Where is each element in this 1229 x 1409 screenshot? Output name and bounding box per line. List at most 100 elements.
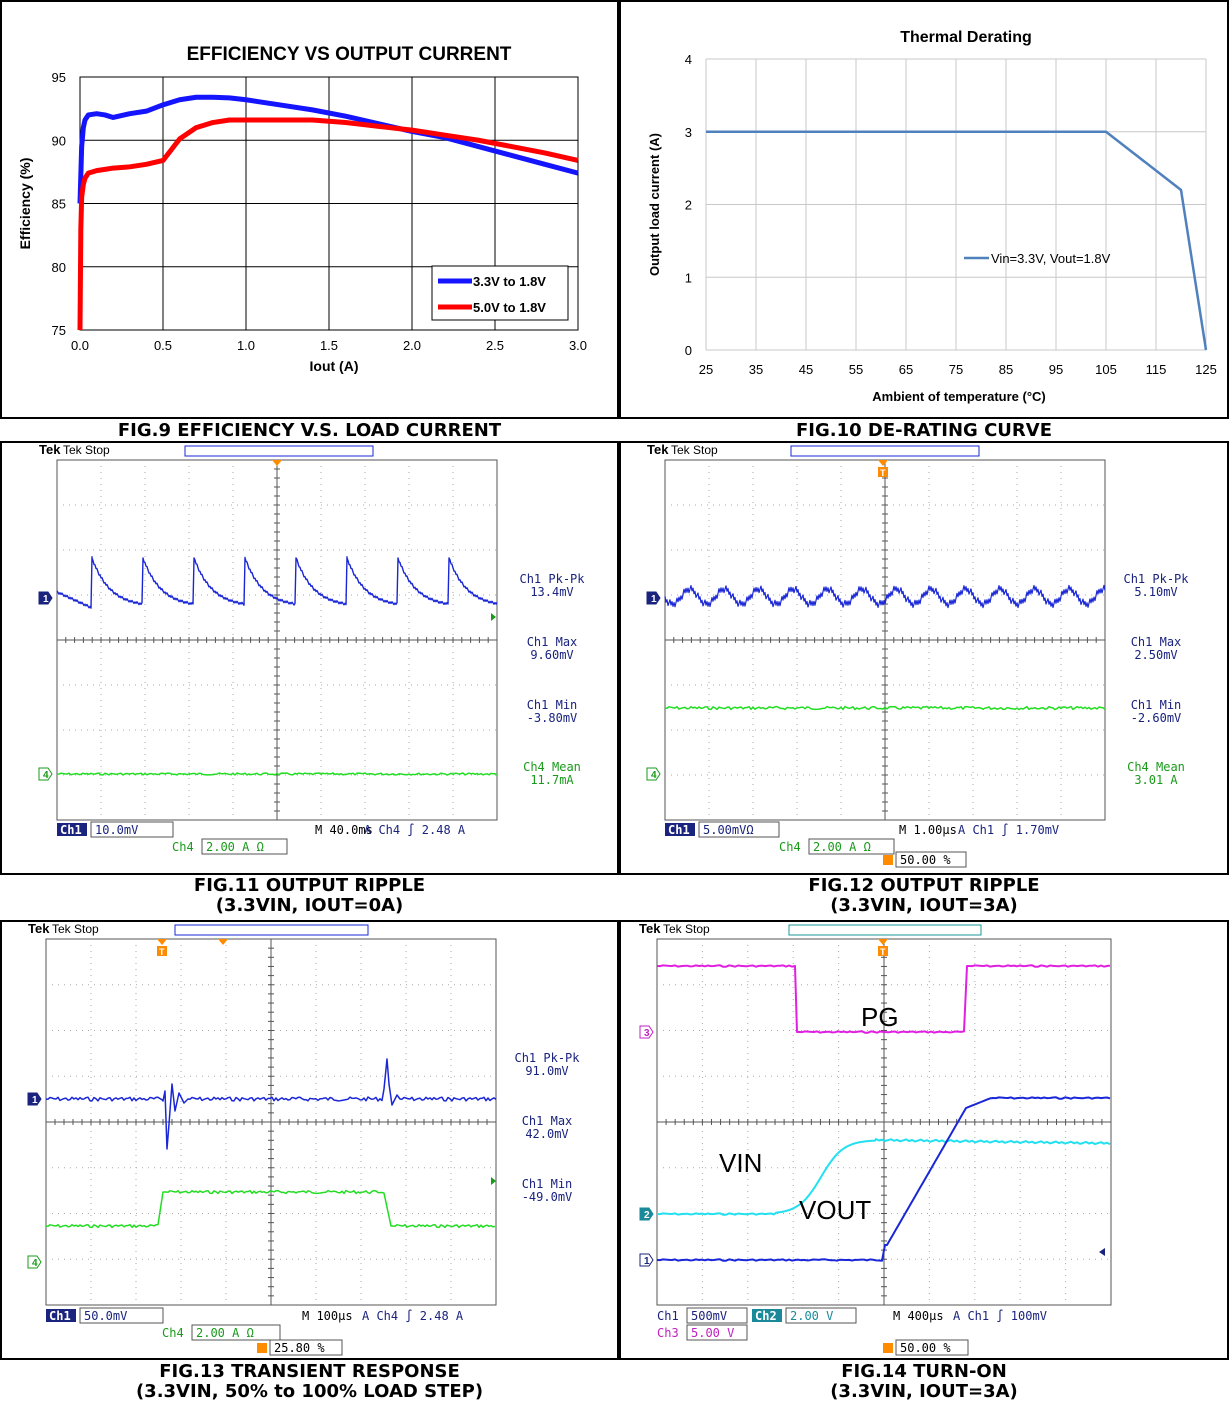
fig10-chart-cell: Thermal Derating 25 35 45 55 65 75 85 95 105 115 12… [619,0,1229,419]
trigger-setting: A Ch4 ∫ 2.48 A [362,1309,464,1323]
measurement-value: 2.50mV [1134,648,1177,662]
acq-status: Tek Stop [63,443,110,457]
series-line [706,130,1208,351]
x-axis-label: Ambient of temperature (°C) [872,389,1046,404]
setting-box [686,1307,748,1324]
setting-value: 2.00 V [790,1309,833,1323]
fig13-caption-line1: FIG.13 TRANSIENT RESPONSE [159,1361,460,1382]
ch4-offset-arrow [491,1177,496,1185]
fig12-caption-line1: FIG.12 OUTPUT RIPPLE [808,875,1040,896]
ch1-label: Ch1 [657,1309,679,1323]
x-tick-label: 2.0 [403,338,421,353]
ch2-trace [656,1138,1111,1216]
record-bar [184,445,374,457]
y-tick-label: 0 [685,343,692,358]
ch4-label: Ch4 [172,840,194,854]
fig9-caption: FIG.9 EFFICIENCY V.S. LOAD CURRENT [117,420,502,441]
fig14-scope-cell: Tek Tek Stop T PG VIN VOUT 3 2 1 Ch1 500mV Ch2 2.00 … [619,920,1229,1360]
y-tick-label: 95 [52,70,66,85]
ch1-trace [56,556,498,609]
measurement-value: -3.80mV [527,711,578,725]
channel-marker [646,767,661,781]
setting-value: 10.0mV [95,823,138,837]
acq-status: Tek Stop [671,443,718,457]
fig12-caption-line2: (3.3VIN, IOUT=3A) [830,895,1018,916]
measurement-name: Ch1 Min [527,698,578,712]
measurement-value: 11.7mA [530,773,574,787]
trigger-marker [878,467,888,477]
trigger-setting: A Ch4 ∫ 2.48 A [364,823,466,837]
ch3-trace [656,964,1111,1034]
fig11-caption-line2: (3.3VIN, IOUT=0A) [215,895,404,916]
setting-value: 5.00mVΩ [703,823,754,837]
ch4-offset-arrow [491,613,496,621]
timebase: M 100μs [302,1309,353,1323]
x-tick-label: 0.0 [71,338,89,353]
fig14-caption-line1: FIG.14 TURN-ON [841,1361,1007,1382]
setting-box [191,1324,281,1341]
channel-chip-label: Ch2 [755,1309,777,1323]
measurement-name: Ch1 Max [1131,635,1182,649]
measurement-value: -2.60mV [1131,711,1182,725]
trigger-setting: A Ch1 ∫ 100mV [953,1309,1047,1323]
ch4-trace [664,705,1106,711]
y-tick-label: 85 [52,197,66,212]
timebase: M 40.0ms [315,823,373,837]
fig10-caption: FIG.10 DE-RATING CURVE [795,420,1053,441]
ch1-trace [656,1096,1111,1262]
x-axis-label: Iout (A) [310,358,359,374]
x-tick-label: 0.5 [154,338,172,353]
trigger-arrow [272,460,282,466]
ch4-label: Ch4 [162,1326,184,1340]
setting-box [808,838,895,855]
timebase: M 1.00μs [899,823,957,837]
channel-marker [38,591,53,605]
ripple-scope-3a: Tek Tek Stop T 1 4 Ch1 Pk-Pk5.10mV Ch1 Max2.50… [646,443,1189,868]
vin-label: VIN [719,1148,762,1178]
measurement-value: 9.60mV [530,648,573,662]
measurement-name: Ch1 Max [522,1114,573,1128]
setting-box [785,1307,857,1324]
channel-marker-label: 3 [644,1028,650,1039]
measurement-value: 3.01 A [1134,773,1178,787]
setting-box [698,821,780,838]
tek-logo: Tek [28,922,50,936]
x-tick-label: 55 [849,362,863,377]
tek-logo: Tek [39,443,61,457]
ch1-trace [664,584,1106,609]
channel-marker-label: 4 [651,770,657,781]
trigger-pos-icon [257,1343,267,1353]
channel-chip-label: Ch1 [60,823,82,837]
series-line-1 [77,117,579,331]
channel-marker [639,1025,654,1039]
measurement-name: Ch1 Max [527,635,578,649]
x-tick-label: 85 [999,362,1013,377]
fig9-chart-cell: EFFICIENCY VS OUTPUT CURRENT 0.0 0.5 1.0 1.5… [0,0,619,419]
trigger-arrow [878,460,888,466]
trigger-arrow [157,939,167,945]
channel-marker [639,1253,654,1267]
legend-label: Vin=3.3V, Vout=1.8V [991,251,1111,266]
measurement-name: Ch1 Pk-Pk [1123,572,1189,586]
y-axis-label: Output load current (A) [647,133,662,276]
tek-logo: Tek [647,443,669,457]
y-tick-label: 3 [685,125,692,140]
x-tick-label: 1.0 [237,338,255,353]
trigger-marker-label: T [880,947,886,957]
setting-box [895,1339,969,1356]
setting-box [90,821,174,838]
timebase: M 400μs [893,1309,944,1323]
trigger-setting: A Ch1 ∫ 1.70mV [958,823,1059,837]
fig12-scope-cell: Tek Tek Stop T 1 4 Ch1 Pk-Pk 5.10mV Ch1 Max 2.50… [619,441,1229,875]
x-tick-label: 2.5 [486,338,504,353]
setting-value: 2.00 A Ω [206,840,264,854]
measurement-name: Ch1 Min [522,1177,573,1191]
measurement-name: Ch4 Mean [1127,760,1185,774]
chart-title: Thermal Derating [900,29,1032,46]
setting-value: 50.0mV [84,1309,127,1323]
channel-chip-label: Ch1 [668,823,690,837]
y-tick-label: 1 [685,270,692,285]
channel-marker [639,1207,654,1221]
